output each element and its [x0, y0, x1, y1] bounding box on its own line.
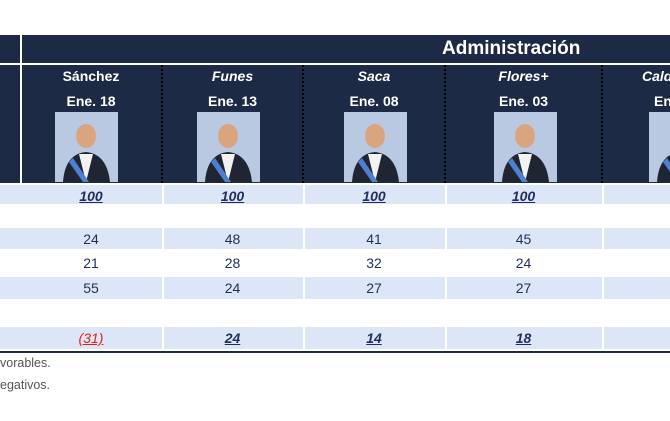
portrait-figure	[197, 112, 260, 182]
cell-border	[303, 302, 305, 326]
cell-border	[602, 185, 604, 206]
cell-border	[445, 207, 447, 227]
cell-border	[602, 277, 604, 301]
portrait-figure	[494, 112, 557, 182]
table-cell: 18	[515, 330, 532, 346]
cell-border	[303, 228, 305, 251]
footnote: vorables.	[0, 356, 51, 370]
table-cell: 45	[515, 231, 532, 247]
cell-border	[162, 252, 164, 276]
table-cell: 27	[515, 280, 532, 296]
dotted-divider	[444, 65, 446, 183]
table-cell: 100	[362, 188, 386, 204]
portrait	[649, 112, 670, 182]
cell-border	[602, 207, 604, 227]
portrait	[494, 112, 557, 182]
table-row	[0, 277, 670, 301]
cell-border	[303, 207, 305, 227]
column-name: Flores+	[498, 68, 549, 84]
divider	[0, 63, 20, 65]
portrait-figure	[55, 112, 118, 182]
group-title: Administración	[442, 38, 581, 59]
portrait	[344, 112, 407, 182]
bottom-rule	[0, 351, 670, 353]
dotted-divider	[302, 65, 304, 183]
dotted-divider	[601, 65, 603, 183]
cell-border	[445, 302, 447, 326]
cell-border	[602, 302, 604, 326]
table-cell: 100	[511, 188, 536, 204]
table-cell: 24	[224, 330, 241, 346]
table-row	[0, 302, 670, 326]
table-cell: 24	[83, 231, 99, 247]
cell-border	[162, 327, 164, 351]
table-row	[0, 252, 670, 276]
cell-border	[162, 302, 164, 326]
dotted-divider	[161, 65, 163, 183]
cell-border	[303, 185, 305, 206]
cell-border	[162, 277, 164, 301]
table-row	[0, 185, 670, 206]
column-name: Funes	[211, 68, 254, 84]
cell-border	[162, 207, 164, 227]
table-row	[0, 327, 670, 351]
column-name: Saca	[357, 68, 391, 84]
table-cell: 100	[220, 188, 245, 204]
table-cell: 24	[224, 280, 241, 296]
footnote: egativos.	[0, 378, 51, 392]
cell-border	[445, 185, 447, 206]
column-date: Ene. 18	[66, 93, 116, 109]
column-date: Ene. 13	[207, 93, 258, 109]
portrait-figure	[649, 112, 670, 182]
divider	[20, 35, 22, 183]
table-cell: (31)	[78, 330, 104, 346]
table-cell: 100	[79, 188, 103, 204]
portrait	[55, 112, 118, 182]
column-name: Cald	[642, 68, 670, 84]
table-row	[0, 228, 670, 251]
cell-border	[445, 327, 447, 351]
cell-border	[162, 228, 164, 251]
cell-border	[162, 185, 164, 206]
cell-border	[303, 277, 305, 301]
table-cell: 27	[366, 280, 382, 296]
cell-border	[303, 327, 305, 351]
portrait-figure	[344, 112, 407, 182]
cell-border	[445, 228, 447, 251]
column-name: Sánchez	[62, 68, 120, 84]
cell-border	[602, 327, 604, 351]
table-cell: 48	[224, 231, 241, 247]
cell-border	[445, 277, 447, 301]
divider	[22, 63, 670, 65]
table-cell: 28	[224, 255, 241, 271]
cell-border	[602, 228, 604, 251]
table-cell: 55	[83, 280, 99, 296]
table-cell: 32	[366, 255, 382, 271]
column-date: En	[654, 93, 670, 109]
table-row	[0, 207, 670, 227]
column-date: Ene. 03	[498, 93, 549, 109]
table-cell: 41	[366, 231, 382, 247]
column-date: Ene. 08	[349, 93, 399, 109]
cell-border	[303, 252, 305, 276]
portrait	[197, 112, 260, 182]
cell-border	[602, 252, 604, 276]
table-cell: 21	[83, 255, 99, 271]
cell-border	[445, 252, 447, 276]
table-cell: 14	[366, 330, 382, 346]
table-cell: 24	[515, 255, 532, 271]
